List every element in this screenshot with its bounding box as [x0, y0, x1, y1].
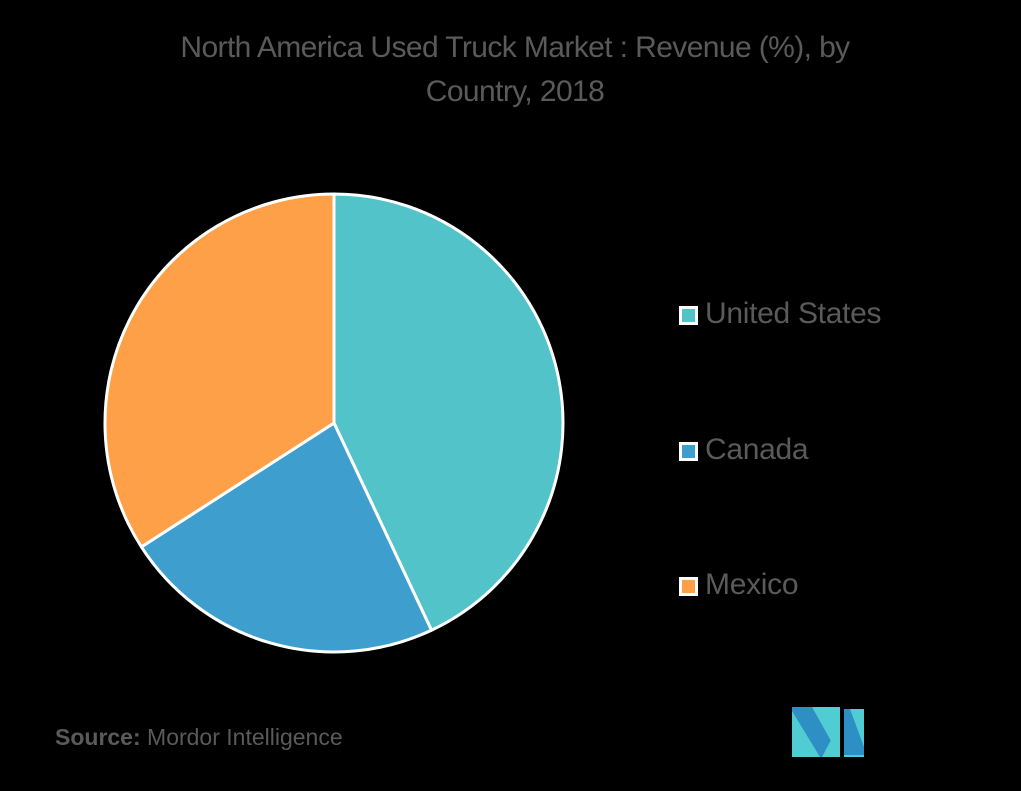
legend-item-canada: Canada	[679, 432, 809, 468]
source-value: Mordor Intelligence	[147, 724, 343, 750]
source-note: Source: Mordor Intelligence	[55, 722, 343, 752]
pie-slice-mexico	[103, 192, 336, 549]
legend-swatch-canada	[679, 441, 698, 461]
chart-title-line-1: North America Used Truck Market : Revenu…	[180, 31, 850, 64]
pie-slice-united-states	[332, 192, 565, 632]
legend-item-united-states: United States	[679, 296, 882, 332]
legend-label-canada: Canada	[705, 433, 809, 466]
legend-item-mexico: Mexico	[679, 567, 799, 603]
chart-title-line-2: Country, 2018	[425, 75, 605, 108]
legend-swatch-mexico	[679, 576, 698, 596]
chart-title: North America Used Truck Market : Revenu…	[60, 26, 970, 114]
source-label: Source:	[55, 724, 141, 750]
pie-slices	[103, 192, 565, 654]
legend-swatch-united-states	[679, 305, 698, 325]
legend-label-united-states: United States	[705, 297, 882, 330]
legend-label-mexico: Mexico	[705, 568, 799, 601]
pie-slice-canada	[139, 421, 433, 654]
mordor-intelligence-logo-icon	[792, 707, 864, 757]
